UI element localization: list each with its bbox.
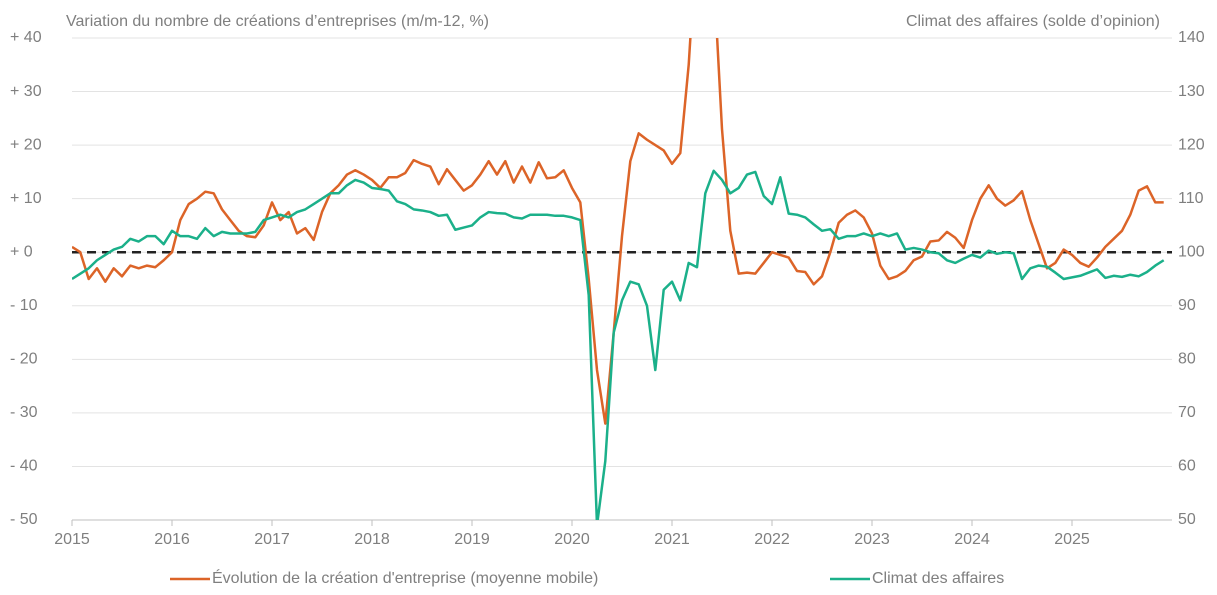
y-tick-label: - 20 [10,351,38,368]
legend-label: Climat des affaires [872,570,1004,587]
x-tick-label: 2019 [454,531,490,548]
y-tick-label: + 20 [10,136,42,153]
series-line [72,169,1165,520]
plot-area [72,38,1165,520]
x-tick-label: 2025 [1054,531,1090,548]
y2-tick-label: 70 [1178,404,1196,421]
y2-tick-label: 80 [1178,351,1196,368]
y-tick-label: - 40 [10,458,38,475]
y2-tick-label: 90 [1178,297,1196,314]
x-tick-label: 2022 [754,531,790,548]
y2-tick-label: 130 [1178,83,1205,100]
x-tick-label: 2015 [54,531,90,548]
y-tick-label: - 50 [10,511,38,528]
y-tick-label: - 30 [10,404,38,421]
y2-tick-label: 60 [1178,458,1196,475]
y2-tick-label: 140 [1178,29,1205,46]
y-tick-label: + 40 [10,29,42,46]
y2-tick-label: 120 [1178,136,1205,153]
x-tick-label: 2024 [954,531,990,548]
x-tick-label: 2017 [254,531,290,548]
y-tick-label: - 10 [10,297,38,314]
x-tick-label: 2016 [154,531,190,548]
y2-tick-label: 100 [1178,243,1205,260]
x-tick-label: 2021 [654,531,690,548]
y2-axis-title: Climat des affaires (solde d’opinion) [906,13,1160,30]
x-tick-label: 2018 [354,531,390,548]
y-tick-label: + 10 [10,190,42,207]
y-axis-title: Variation du nombre de créations d’entre… [66,13,489,30]
legend-label: Évolution de la création d'entreprise (m… [212,568,598,587]
y2-tick-label: 110 [1178,190,1204,207]
y-tick-label: + 30 [10,83,42,100]
x-tick-label: 2020 [554,531,590,548]
y-tick-label: + 0 [10,243,33,260]
series-line [72,38,1164,425]
x-tick-label: 2023 [854,531,890,548]
y2-tick-label: 50 [1178,511,1196,528]
